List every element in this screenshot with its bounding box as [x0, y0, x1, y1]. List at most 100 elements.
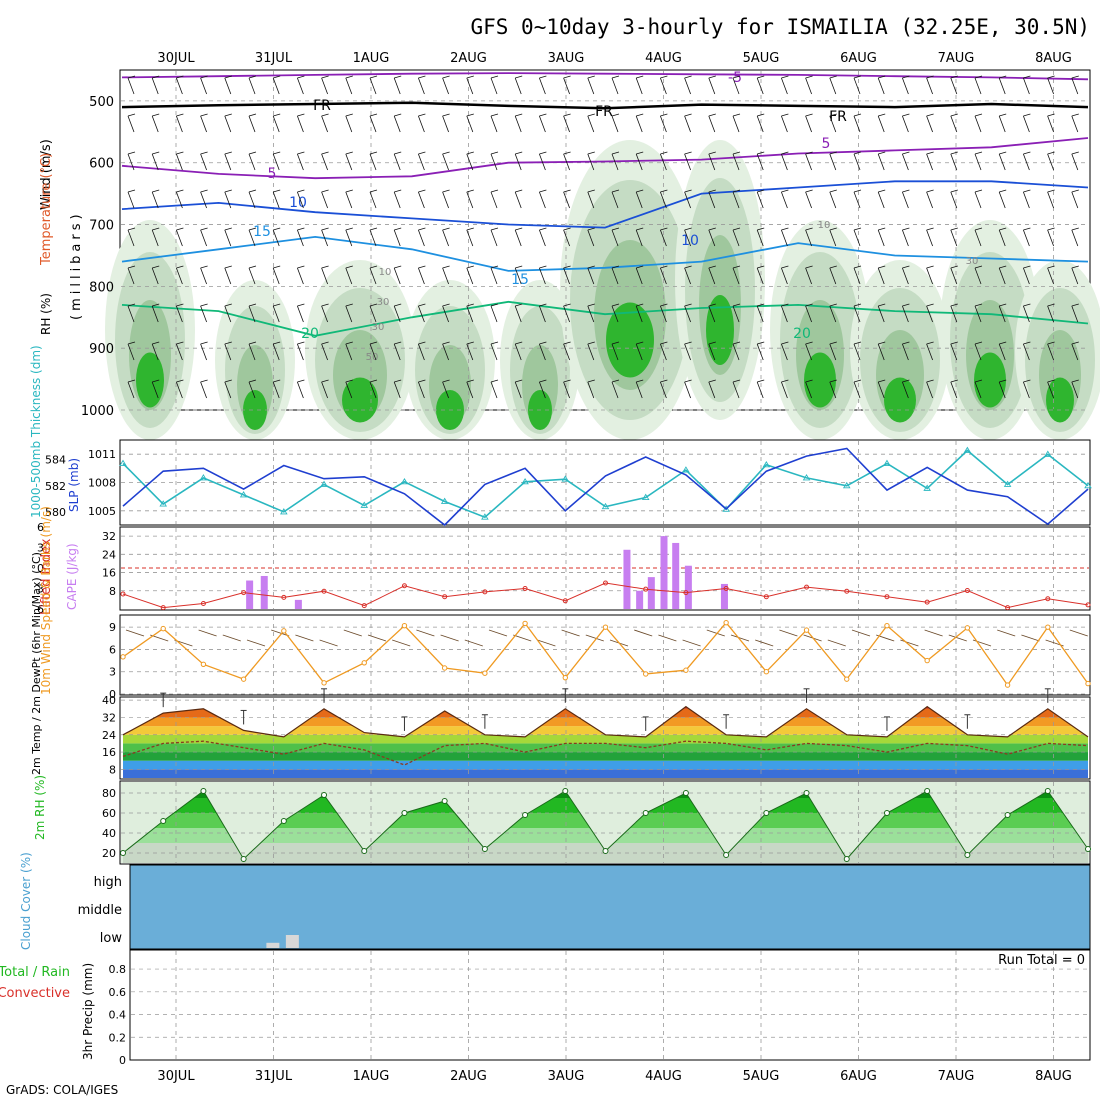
wind-barb — [732, 343, 740, 361]
wind-barb — [974, 381, 982, 399]
wind-barb — [829, 77, 837, 95]
wind-barb — [345, 115, 353, 133]
wind-barb-flag — [878, 341, 886, 345]
wind-barb-flag — [878, 379, 886, 383]
wind-barb — [272, 77, 280, 95]
wind-barb-flag — [273, 75, 281, 79]
wind-barb — [829, 305, 837, 323]
wind-barb-flag — [127, 189, 136, 193]
wind-barb — [151, 343, 159, 361]
wind-barb-flag — [466, 151, 474, 155]
wind-barb-flag — [684, 151, 692, 155]
wind-barb-flag — [152, 303, 160, 307]
wind-barb-flag — [974, 341, 983, 345]
wind-barb — [1071, 191, 1079, 209]
wind-barb-10m — [295, 634, 314, 642]
slp-tick-1005: 1005 — [88, 505, 116, 518]
wind-barb — [514, 229, 522, 247]
wind-barb-flag — [1071, 189, 1079, 193]
wind-barb — [998, 115, 1006, 133]
wind-speed-point — [602, 624, 609, 630]
top-date-4AUG: 4AUG — [645, 51, 682, 66]
temp-series — [122, 705, 1089, 738]
wind-barb-flag — [757, 379, 765, 383]
wind-barb-flag — [297, 189, 305, 193]
wind-barb-flag — [757, 227, 765, 231]
wind-barb — [829, 191, 837, 209]
wind-speed-point — [1045, 624, 1051, 630]
wind-barb-flag — [515, 189, 523, 193]
wind-barb-flag — [660, 151, 668, 155]
wind-barb-flag — [1071, 265, 1079, 269]
wind-barb — [200, 381, 207, 399]
wind-barb-flag — [636, 379, 644, 383]
wind-barb-flag — [611, 75, 620, 79]
li-tick--3: 3 — [37, 542, 44, 555]
thickness-point — [923, 484, 931, 491]
li-tick-0: 0 — [37, 562, 44, 575]
low-cloud-bar — [285, 935, 299, 948]
wind-barb — [563, 77, 570, 95]
rh-point — [964, 852, 971, 858]
wind-barb — [442, 343, 449, 361]
wind-barb-flag — [418, 151, 426, 155]
wind-barb-flag — [1071, 151, 1079, 155]
wind-barb-flag — [684, 341, 692, 345]
wind-barb — [224, 381, 232, 399]
wind-barb-flag — [1047, 341, 1055, 345]
wind-barb — [974, 191, 982, 209]
wind-barb-flag — [805, 189, 813, 193]
wind-barb — [1047, 191, 1054, 209]
wind-barb-flag — [1047, 151, 1055, 155]
wind-barb-flag — [587, 265, 595, 269]
wind-barb-flag — [176, 189, 184, 193]
wind-barb — [1047, 77, 1054, 95]
wind-barb-10m — [416, 629, 435, 637]
wind-barb-flag — [345, 341, 353, 345]
lifted-index-point — [361, 603, 367, 609]
wind-barb — [418, 229, 425, 247]
wind-barb-flag — [515, 303, 523, 307]
isotherm-15 — [121, 235, 1089, 272]
bottom-date-8AUG: 8AUG — [1035, 1069, 1072, 1084]
wind-barb — [514, 191, 522, 209]
wind-barb-flag — [829, 189, 837, 193]
wind-barb — [756, 77, 764, 95]
wind-barb-10m — [537, 639, 556, 647]
rh-point — [602, 848, 609, 854]
rh-contour-70 — [342, 377, 378, 423]
wind-barb — [756, 267, 764, 285]
wind-barb — [321, 153, 328, 171]
wind-barb-flag — [248, 151, 257, 155]
wind-barb — [224, 267, 232, 285]
wind-barb — [272, 305, 280, 323]
wind10m-panel: 0 3 6 9 — [109, 614, 1091, 701]
thickness-point — [802, 474, 811, 481]
wind-barb — [853, 115, 861, 133]
wind-barb-flag — [781, 379, 789, 383]
contour-label-30: 30 — [966, 256, 979, 267]
wind-barb — [345, 305, 353, 323]
thickness-point — [159, 500, 168, 507]
wind-barb-flag — [539, 265, 547, 269]
wind-barb — [998, 305, 1006, 323]
lifted-index-point — [1085, 602, 1091, 608]
wind-barb-flag — [1047, 113, 1055, 117]
wind-barb-flag — [224, 227, 232, 231]
wind-barb-flag — [950, 227, 958, 231]
wind-barb-flag — [660, 303, 668, 307]
wind-barb-flag — [442, 303, 450, 307]
wind-barb — [781, 77, 788, 95]
thickness-point — [481, 513, 489, 520]
rh-point — [883, 810, 890, 816]
wind-barb — [127, 191, 135, 209]
wind-barb — [684, 343, 691, 361]
wind-barb-flag — [345, 379, 353, 383]
wind-barb-flag — [466, 303, 474, 307]
top-date-2AUG: 2AUG — [450, 51, 487, 66]
wind-barb-10m — [851, 629, 871, 637]
wind-barb — [998, 343, 1006, 361]
wind-barb-10m — [488, 629, 508, 637]
wind-barb-flag — [829, 265, 837, 269]
wind-speed-point — [723, 619, 729, 626]
